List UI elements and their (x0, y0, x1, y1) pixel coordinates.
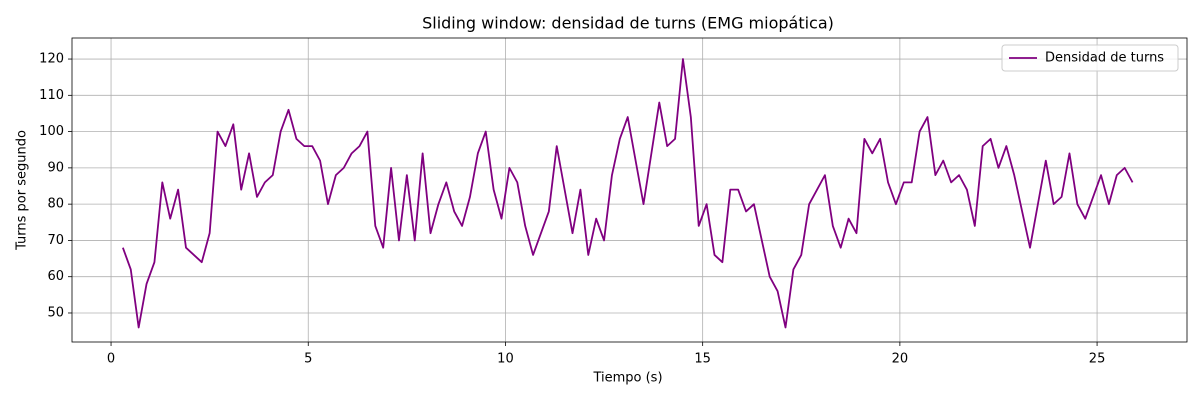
legend-box (1001, 44, 1179, 72)
y-axis-label: Turns por segundo (15, 130, 30, 251)
y-tick-label: 120 (39, 52, 64, 67)
x-tick-label: 20 (892, 352, 909, 367)
x-tick-label: 25 (1089, 352, 1106, 367)
x-tick-label: 0 (107, 352, 115, 367)
x-tick-label: 15 (694, 352, 711, 367)
chart-title: Sliding window: densidad de turns (EMG m… (422, 14, 834, 33)
y-tick-label: 110 (39, 88, 64, 103)
y-tick-label: 70 (47, 233, 64, 248)
x-tick-label: 10 (497, 352, 514, 367)
plot-frame (71, 37, 1188, 343)
x-axis-label: Tiempo (s) (592, 371, 662, 386)
y-tick-label: 90 (47, 160, 64, 175)
y-tick-label: 50 (47, 305, 64, 320)
y-tick-label: 100 (39, 124, 64, 139)
y-tick-label: 80 (47, 197, 64, 212)
y-tick-label: 60 (47, 269, 64, 284)
data-line (122, 58, 1134, 329)
legend-label: Densidad de turns (1045, 51, 1164, 66)
x-tick-label: 5 (304, 352, 312, 367)
